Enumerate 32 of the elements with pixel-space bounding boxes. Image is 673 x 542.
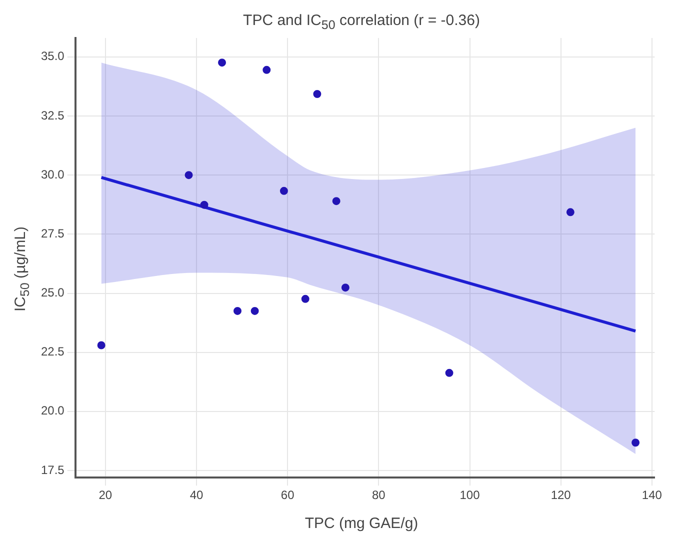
point (262, 66, 271, 74)
point (200, 200, 208, 209)
x-tick-label: 20 (98, 488, 112, 502)
point (218, 58, 226, 67)
point (632, 438, 640, 447)
y-tick-label: 22.5 (40, 344, 65, 359)
x-tick-label: 100 (460, 488, 480, 502)
y-tick-label: 27.5 (40, 226, 65, 240)
point (566, 208, 574, 216)
chart-title: TPC and IC$_{50}$ correlation (r = -0.36) (242, 12, 481, 32)
point (233, 306, 242, 315)
point (313, 90, 322, 98)
point (332, 197, 340, 206)
point (97, 341, 106, 350)
point (250, 306, 259, 315)
point (341, 284, 350, 292)
x-tick-label: 140 (642, 488, 662, 502)
y-tick-label: 32.5 (40, 108, 65, 122)
point (445, 368, 454, 377)
x-tick-label: 120 (550, 488, 572, 502)
x-axis-title: TPC (mg GAE/g) (304, 515, 420, 532)
y-tick-label: 25.0 (40, 286, 65, 300)
y-tick-label: 20.0 (40, 404, 65, 418)
x-tick-label: 40 (190, 488, 204, 502)
x-tick-label: 80 (372, 488, 386, 502)
x-tick-label: 60 (280, 488, 295, 502)
y-tick-label: 35.0 (40, 49, 65, 64)
y-tick-label: 17.5 (40, 462, 65, 477)
point (280, 186, 288, 195)
y-tick-label: 30.0 (40, 167, 65, 182)
point (301, 294, 310, 303)
point (184, 171, 193, 180)
